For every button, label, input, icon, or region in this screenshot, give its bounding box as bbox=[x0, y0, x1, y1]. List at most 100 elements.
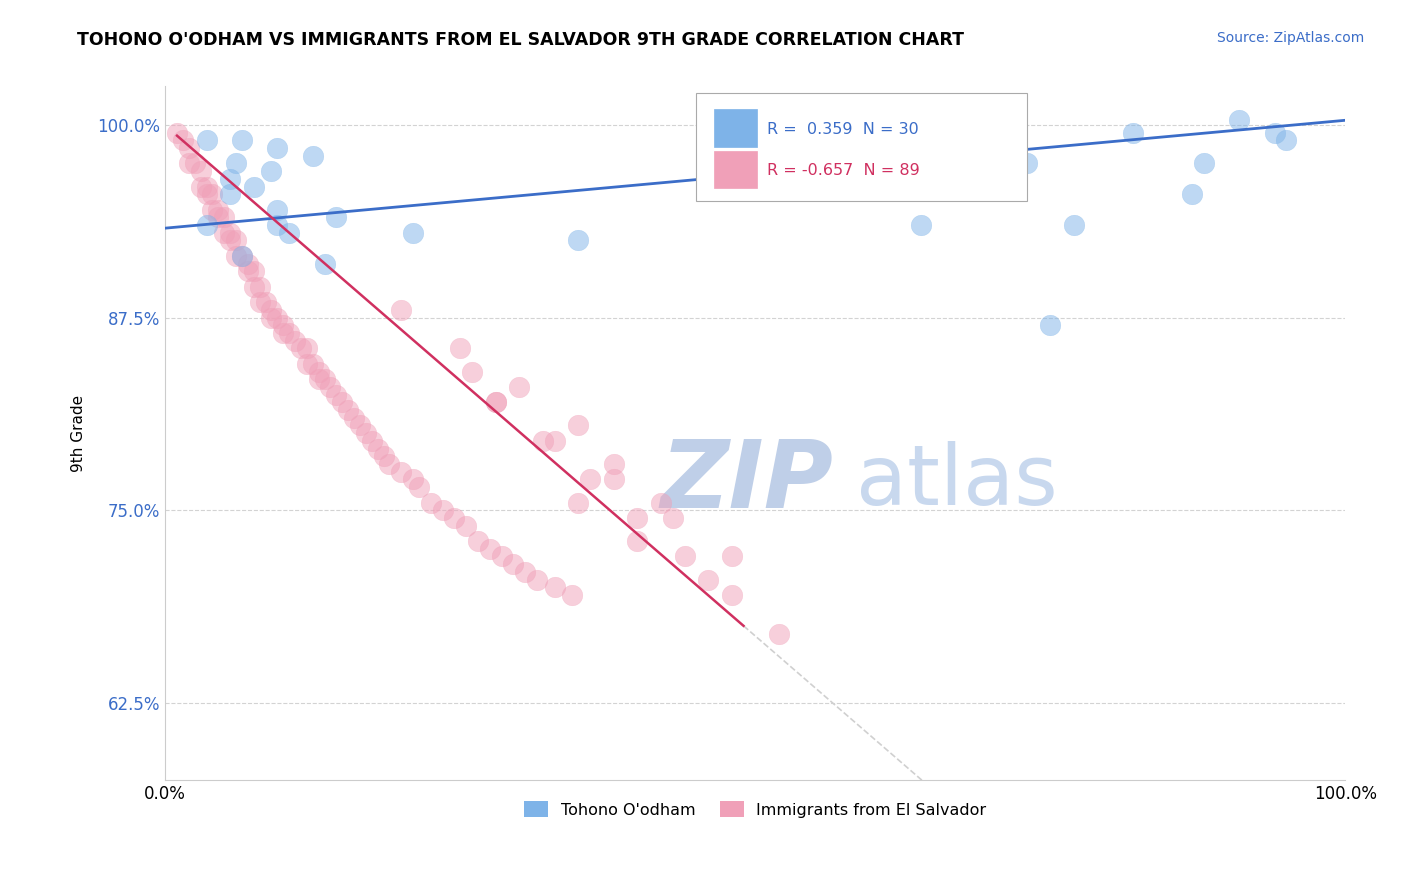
Point bbox=[910, 218, 932, 232]
Point bbox=[177, 141, 200, 155]
Point bbox=[195, 187, 218, 202]
Point bbox=[195, 179, 218, 194]
Point bbox=[402, 226, 425, 240]
Point bbox=[219, 234, 242, 248]
Point bbox=[219, 171, 242, 186]
Point bbox=[354, 426, 377, 441]
Point bbox=[301, 357, 323, 371]
Point bbox=[225, 234, 247, 248]
Text: TOHONO O'ODHAM VS IMMIGRANTS FROM EL SALVADOR 9TH GRADE CORRELATION CHART: TOHONO O'ODHAM VS IMMIGRANTS FROM EL SAL… bbox=[77, 31, 965, 49]
Point bbox=[231, 133, 253, 147]
Point bbox=[236, 264, 259, 278]
Point bbox=[886, 179, 908, 194]
Point bbox=[249, 295, 271, 310]
Point bbox=[201, 202, 224, 217]
Point bbox=[278, 226, 301, 240]
Point bbox=[768, 626, 790, 640]
Point bbox=[720, 588, 742, 602]
Point bbox=[166, 126, 188, 140]
Point bbox=[367, 442, 389, 456]
Point bbox=[260, 164, 283, 178]
Point bbox=[402, 472, 425, 486]
Point bbox=[242, 179, 264, 194]
Point bbox=[485, 395, 508, 409]
Text: atlas: atlas bbox=[856, 442, 1057, 522]
Point bbox=[290, 342, 312, 356]
Point bbox=[720, 549, 742, 564]
Point bbox=[201, 187, 224, 202]
Point bbox=[219, 187, 242, 202]
Point bbox=[579, 472, 602, 486]
Point bbox=[980, 156, 1002, 170]
Point bbox=[378, 457, 401, 471]
Point bbox=[266, 310, 288, 325]
Point bbox=[231, 249, 253, 263]
Point bbox=[260, 302, 283, 317]
Point bbox=[1015, 156, 1038, 170]
Point bbox=[531, 434, 554, 448]
Point bbox=[389, 302, 412, 317]
Point bbox=[1227, 113, 1250, 128]
Point bbox=[502, 557, 524, 571]
Point bbox=[661, 511, 683, 525]
Point bbox=[225, 156, 247, 170]
Point bbox=[330, 395, 353, 409]
Point bbox=[207, 211, 229, 225]
Text: R =  0.359  N = 30: R = 0.359 N = 30 bbox=[768, 122, 920, 136]
Point bbox=[349, 418, 371, 433]
Y-axis label: 9th Grade: 9th Grade bbox=[72, 394, 86, 472]
Point bbox=[343, 410, 366, 425]
Point bbox=[319, 380, 342, 394]
Point bbox=[254, 295, 277, 310]
Point bbox=[1264, 126, 1286, 140]
Point bbox=[650, 495, 672, 509]
Text: Source: ZipAtlas.com: Source: ZipAtlas.com bbox=[1216, 31, 1364, 45]
Point bbox=[515, 565, 537, 579]
Point bbox=[491, 549, 513, 564]
Point bbox=[325, 211, 347, 225]
Point bbox=[1275, 133, 1298, 147]
Point bbox=[190, 164, 212, 178]
Point bbox=[195, 133, 218, 147]
Point bbox=[626, 511, 648, 525]
Point bbox=[225, 249, 247, 263]
Point bbox=[325, 387, 347, 401]
Point bbox=[508, 380, 530, 394]
Point bbox=[432, 503, 454, 517]
Point bbox=[461, 364, 484, 378]
Point bbox=[295, 342, 318, 356]
FancyBboxPatch shape bbox=[696, 94, 1026, 201]
Legend: Tohono O'odham, Immigrants from El Salvador: Tohono O'odham, Immigrants from El Salva… bbox=[517, 795, 993, 824]
Point bbox=[467, 534, 489, 549]
Point bbox=[284, 334, 307, 348]
Point bbox=[266, 218, 288, 232]
Point bbox=[1192, 156, 1215, 170]
Point bbox=[544, 580, 567, 594]
Point bbox=[231, 249, 253, 263]
Point bbox=[561, 588, 583, 602]
Point bbox=[337, 403, 360, 417]
Point bbox=[1063, 218, 1085, 232]
Point bbox=[295, 357, 318, 371]
Point bbox=[190, 179, 212, 194]
Point bbox=[271, 318, 294, 333]
Point bbox=[408, 480, 430, 494]
Point bbox=[271, 326, 294, 340]
Point bbox=[602, 457, 624, 471]
Point bbox=[249, 279, 271, 293]
Point bbox=[266, 141, 288, 155]
FancyBboxPatch shape bbox=[714, 151, 756, 188]
Point bbox=[544, 434, 567, 448]
Point bbox=[314, 257, 336, 271]
Point bbox=[207, 202, 229, 217]
Point bbox=[626, 534, 648, 549]
Point bbox=[673, 549, 696, 564]
Text: ZIP: ZIP bbox=[661, 435, 834, 528]
Point bbox=[1039, 318, 1062, 333]
Point bbox=[212, 211, 235, 225]
Point bbox=[443, 511, 465, 525]
Text: R = -0.657  N = 89: R = -0.657 N = 89 bbox=[768, 163, 920, 178]
Point bbox=[456, 518, 478, 533]
Point bbox=[260, 310, 283, 325]
Point bbox=[360, 434, 382, 448]
